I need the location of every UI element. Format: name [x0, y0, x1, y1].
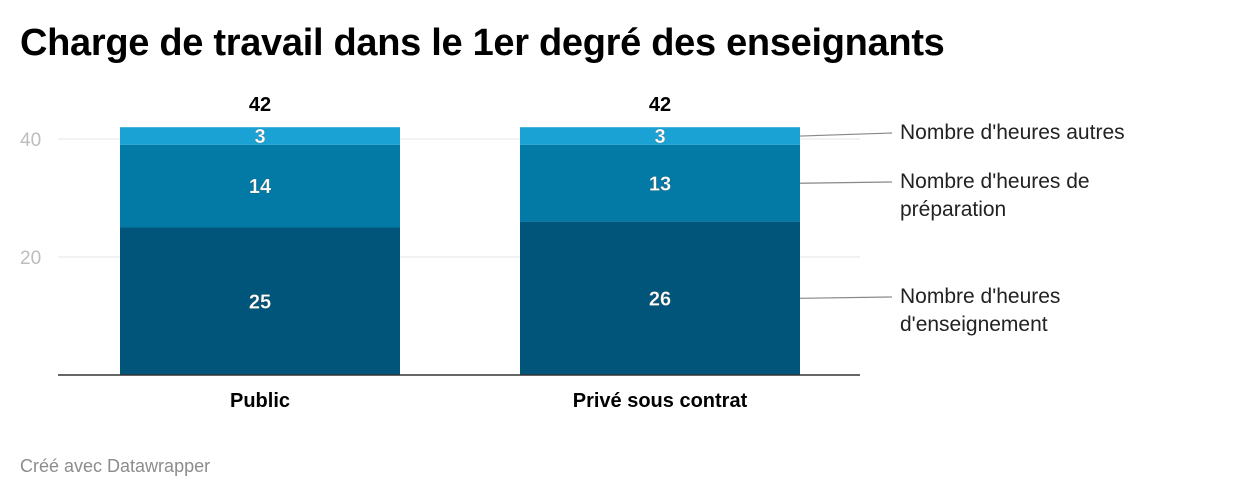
bar-segment — [520, 127, 800, 145]
bar-segment — [520, 144, 800, 222]
legend-label: Nombre d'heures autres — [900, 121, 1125, 144]
segment-value-label: 14 — [249, 176, 272, 198]
segment-value-label: 13 — [649, 173, 671, 195]
legend-label: Nombre d'heures d'enseignement — [900, 285, 1060, 336]
legend-label: Nombre d'heures de préparation — [900, 170, 1090, 221]
bar-total-label: 42 — [649, 94, 671, 116]
legend-connector — [799, 132, 893, 137]
segment-value-label: 3 — [654, 126, 665, 148]
legend: Nombre d'heures autres Nombre d'heures de… — [799, 121, 1125, 336]
bars — [120, 127, 800, 375]
bar-segment — [120, 127, 400, 145]
legend-label-line: préparation — [900, 198, 1006, 221]
data-labels: 25 14 3 42 Public 26 13 3 42 Privé sous contrat — [230, 94, 748, 412]
legend-label-line: Nombre d'heures — [900, 285, 1060, 308]
bar-segment — [520, 221, 800, 375]
footer-credit: Créé avec Datawrapper — [20, 456, 211, 476]
y-tick-label: 20 — [20, 248, 41, 269]
legend-connector — [799, 296, 893, 299]
legend-connector — [799, 181, 893, 184]
bar-total-label: 42 — [249, 94, 271, 116]
bar-segment — [120, 144, 400, 228]
x-category-label: Privé sous contrat — [573, 390, 748, 412]
segment-value-label: 25 — [249, 291, 271, 313]
legend-label-line: d'enseignement — [900, 313, 1048, 336]
x-category-label: Public — [230, 390, 290, 412]
legend-label-line: Nombre d'heures autres — [900, 121, 1125, 144]
y-tick-label: 40 — [20, 130, 41, 151]
chart-title: Charge de travail dans le 1er degré des … — [20, 22, 945, 64]
stacked-bar-chart: 20 40 25 14 3 42 Public 26 13 3 42 Privé sous cont… — [20, 94, 1125, 412]
bar-segment — [120, 227, 400, 375]
segment-value-label: 26 — [649, 288, 671, 310]
legend-label-line: Nombre d'heures de — [900, 170, 1090, 193]
segment-value-label: 3 — [254, 126, 265, 148]
